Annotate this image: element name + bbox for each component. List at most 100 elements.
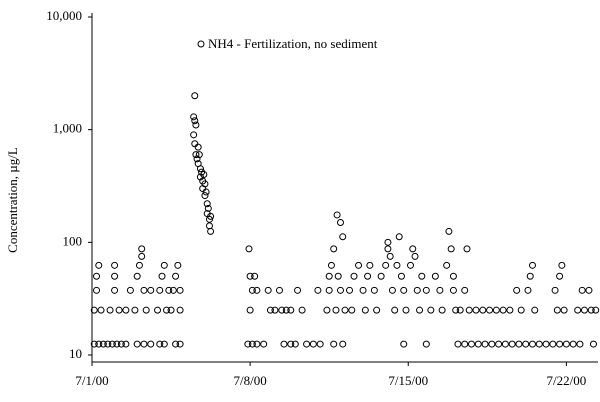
data-point	[339, 233, 347, 241]
data-point	[589, 340, 597, 348]
x-tick-label: 7/15/00	[388, 373, 428, 388]
data-point	[472, 306, 480, 314]
data-point	[553, 306, 561, 314]
data-point	[266, 306, 274, 314]
data-point	[526, 272, 534, 280]
data-point	[522, 340, 530, 348]
y-tick-label: 1,000	[53, 121, 82, 136]
data-point	[122, 306, 130, 314]
data-point	[131, 306, 139, 314]
data-point	[95, 261, 103, 269]
data-point	[194, 143, 202, 151]
data-point	[113, 340, 121, 348]
data-point	[436, 286, 444, 294]
data-point	[580, 306, 588, 314]
data-point	[147, 340, 155, 348]
data-point	[400, 286, 408, 294]
data-point	[204, 204, 212, 212]
data-point	[336, 218, 344, 226]
data-point	[191, 140, 199, 148]
data-point	[333, 211, 341, 219]
data-point	[531, 306, 539, 314]
data-point	[207, 227, 215, 235]
data-point	[172, 272, 180, 280]
data-point	[133, 272, 141, 280]
data-point	[445, 227, 453, 235]
data-point	[200, 171, 208, 179]
data-point	[422, 340, 430, 348]
data-point	[465, 306, 473, 314]
data-point	[205, 215, 213, 223]
data-point	[395, 233, 403, 241]
data-point	[495, 340, 503, 348]
data-point	[191, 117, 199, 125]
data-point	[264, 286, 272, 294]
data-point	[278, 306, 286, 314]
data-point	[190, 113, 198, 121]
y-axis-label: Concentration, µg/L	[5, 147, 20, 253]
data-point	[528, 340, 536, 348]
data-point	[160, 340, 168, 348]
data-point	[271, 306, 279, 314]
data-point	[138, 252, 146, 260]
data-point	[515, 340, 523, 348]
data-point	[314, 286, 322, 294]
data-point	[542, 340, 550, 348]
data-point	[309, 340, 317, 348]
data-point	[562, 340, 570, 348]
data-point	[422, 286, 430, 294]
data-point	[323, 306, 331, 314]
data-point	[506, 306, 514, 314]
data-point	[207, 212, 215, 220]
data-point	[298, 306, 306, 314]
data-point	[196, 165, 204, 173]
data-point	[528, 261, 536, 269]
data-point	[461, 340, 469, 348]
data-point	[90, 340, 98, 348]
data-point	[117, 340, 125, 348]
data-point	[140, 286, 148, 294]
data-point	[253, 340, 261, 348]
data-point	[341, 306, 349, 314]
data-point	[549, 340, 557, 348]
data-point	[303, 340, 311, 348]
data-point	[359, 286, 367, 294]
data-point	[407, 261, 415, 269]
data-point	[558, 261, 566, 269]
data-point	[348, 306, 356, 314]
data-point	[176, 286, 184, 294]
data-point	[192, 151, 200, 159]
legend-marker	[197, 40, 205, 48]
data-point	[205, 222, 213, 230]
data-point	[535, 340, 543, 348]
data-point	[592, 306, 600, 314]
data-point	[576, 340, 584, 348]
data-point	[366, 261, 374, 269]
x-tick-label: 7/1/00	[75, 373, 108, 388]
data-point	[248, 340, 256, 348]
x-tick-label: 7/8/00	[234, 373, 267, 388]
legend-label: NH4 - Fertilization, no sediment	[208, 36, 378, 51]
data-point	[198, 168, 206, 176]
data-point	[115, 306, 123, 314]
data-point	[169, 286, 177, 294]
data-point	[325, 272, 333, 280]
data-point	[167, 306, 175, 314]
data-point	[99, 340, 107, 348]
data-point	[246, 306, 254, 314]
data-point	[93, 272, 101, 280]
data-point	[135, 261, 143, 269]
data-point	[388, 286, 396, 294]
data-point	[382, 261, 390, 269]
data-point	[479, 306, 487, 314]
data-point	[93, 286, 101, 294]
data-point	[176, 340, 184, 348]
data-point	[193, 155, 201, 163]
data-point	[447, 245, 455, 253]
data-point	[393, 261, 401, 269]
data-point	[203, 200, 211, 208]
data-point	[140, 340, 148, 348]
data-point	[336, 286, 344, 294]
data-point	[111, 286, 119, 294]
data-point	[560, 306, 568, 314]
